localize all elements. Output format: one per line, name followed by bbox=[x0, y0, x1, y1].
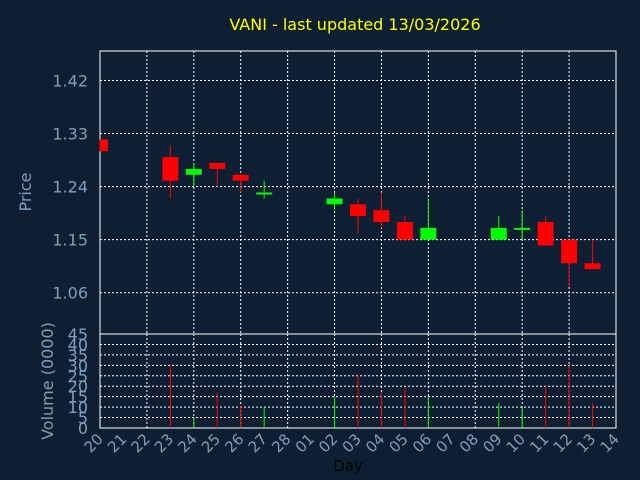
x-tick-label: 22 bbox=[128, 430, 154, 456]
x-tick-label: 26 bbox=[221, 430, 247, 456]
x-tick-label: 07 bbox=[432, 430, 458, 456]
candle bbox=[162, 145, 179, 199]
candle bbox=[537, 216, 554, 246]
candle-body bbox=[584, 263, 601, 270]
price-y-axis-label: Price bbox=[16, 172, 35, 211]
candle bbox=[561, 239, 578, 287]
candle-body bbox=[537, 221, 554, 246]
candle bbox=[326, 192, 343, 211]
x-tick-label: 10 bbox=[503, 430, 529, 456]
candle bbox=[350, 198, 366, 234]
candle bbox=[232, 174, 249, 193]
candle-body bbox=[232, 174, 249, 181]
candle-body bbox=[162, 157, 179, 181]
candle-body bbox=[326, 198, 343, 205]
price-y-tick-label: 1.24 bbox=[52, 178, 88, 197]
candle bbox=[209, 163, 226, 187]
x-tick-label: 12 bbox=[550, 430, 576, 456]
x-tick-labels: 2021222324252627280102030405060708091011… bbox=[81, 430, 623, 456]
x-tick-label: 08 bbox=[456, 430, 482, 456]
x-tick-label: 01 bbox=[292, 430, 318, 456]
candle-body bbox=[490, 227, 507, 240]
price-y-tick-label: 1.42 bbox=[52, 71, 88, 90]
candle-body bbox=[420, 227, 437, 240]
candle-body bbox=[185, 168, 202, 175]
x-tick-label: 27 bbox=[245, 430, 271, 456]
candle-body bbox=[561, 239, 578, 264]
x-tick-label: 09 bbox=[479, 430, 505, 456]
volume-y-tick-label: 40 bbox=[68, 335, 88, 354]
price-panel bbox=[99, 50, 617, 335]
candle bbox=[584, 239, 601, 270]
volume-y-tick-label: 0 bbox=[78, 419, 88, 438]
candle-body bbox=[256, 192, 273, 195]
candle bbox=[420, 198, 437, 240]
candle-body bbox=[514, 227, 531, 230]
chart-title: VANI - last updated 13/03/2026 bbox=[229, 15, 480, 34]
x-tick-label: 28 bbox=[268, 430, 294, 456]
x-tick-label: 21 bbox=[104, 430, 130, 456]
candle bbox=[490, 216, 507, 240]
volume-y-tick-label: 5 bbox=[78, 409, 88, 428]
candle bbox=[99, 139, 108, 152]
volume-y-tick-label: 45 bbox=[68, 325, 88, 344]
price-y-tick-label: 1.06 bbox=[52, 284, 88, 303]
volume-y-tick-label: 10 bbox=[68, 398, 88, 417]
volume-grid bbox=[100, 334, 616, 428]
candle-body bbox=[373, 210, 390, 222]
price-y-tick-label: 1.33 bbox=[52, 125, 88, 144]
x-tick-label: 03 bbox=[339, 430, 365, 456]
x-tick-label: 02 bbox=[315, 430, 341, 456]
x-tick-label: 11 bbox=[526, 430, 552, 456]
x-tick-label: 14 bbox=[597, 430, 623, 456]
volume-y-tick-label: 20 bbox=[68, 377, 88, 396]
x-axis-label: Day bbox=[333, 457, 363, 475]
volume-y-tick-label: 25 bbox=[68, 367, 88, 386]
volume-y-tick-label: 35 bbox=[68, 346, 88, 365]
candle-body bbox=[396, 221, 413, 240]
x-tick-label: 13 bbox=[573, 430, 599, 456]
x-tick-label: 24 bbox=[174, 430, 200, 456]
candle bbox=[185, 163, 202, 187]
x-tick-label: 23 bbox=[151, 430, 177, 456]
x-tick-label: 06 bbox=[409, 430, 435, 456]
volume-y-axis-label: Volume (0000) bbox=[38, 322, 57, 440]
candle bbox=[396, 216, 413, 240]
candle bbox=[514, 210, 531, 240]
candle bbox=[256, 180, 273, 199]
candle bbox=[373, 192, 390, 228]
volume-y-tick-label: 15 bbox=[68, 388, 88, 407]
x-tick-label: 05 bbox=[386, 430, 412, 456]
candle-body bbox=[100, 139, 108, 152]
price-y-tick-labels: 1.42 1.33 1.24 1.15 1.06 bbox=[52, 71, 88, 302]
x-tick-label: 25 bbox=[198, 430, 224, 456]
volume-y-tick-label: 30 bbox=[68, 356, 88, 375]
price-y-tick-label: 1.15 bbox=[52, 231, 88, 250]
volume-bars bbox=[169, 365, 594, 428]
price-grid bbox=[100, 51, 616, 334]
candle-body bbox=[209, 163, 226, 169]
candle-body bbox=[350, 204, 366, 217]
candles bbox=[99, 139, 601, 287]
x-tick-label: 04 bbox=[362, 430, 388, 456]
